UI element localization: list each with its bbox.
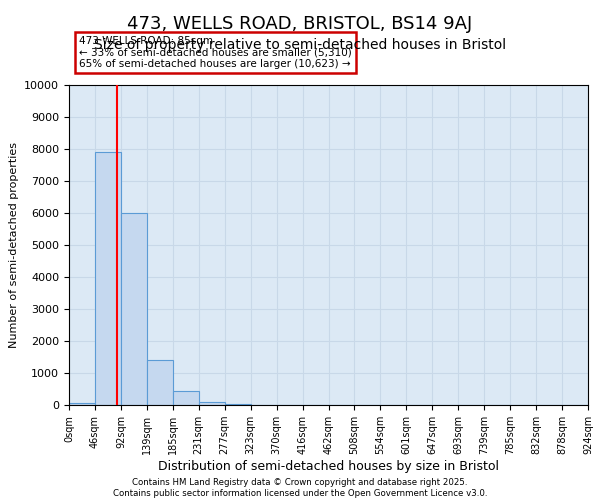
Bar: [69, 404, 95, 405]
Bar: [225, 404, 251, 405]
Text: 473 WELLS ROAD: 85sqm
← 33% of semi-detached houses are smaller (5,310)
65% of s: 473 WELLS ROAD: 85sqm ← 33% of semi-deta…: [79, 36, 352, 69]
Bar: [95, 152, 121, 405]
Text: Size of property relative to semi-detached houses in Bristol: Size of property relative to semi-detach…: [94, 38, 506, 52]
Y-axis label: Number of semi-detached properties: Number of semi-detached properties: [9, 142, 19, 348]
Text: 473, WELLS ROAD, BRISTOL, BS14 9AJ: 473, WELLS ROAD, BRISTOL, BS14 9AJ: [127, 15, 473, 33]
Bar: [199, 402, 224, 405]
Bar: [147, 360, 173, 405]
Text: Contains HM Land Registry data © Crown copyright and database right 2025.
Contai: Contains HM Land Registry data © Crown c…: [113, 478, 487, 498]
Bar: [121, 213, 147, 405]
Bar: [173, 391, 199, 405]
X-axis label: Distribution of semi-detached houses by size in Bristol: Distribution of semi-detached houses by …: [158, 460, 499, 473]
